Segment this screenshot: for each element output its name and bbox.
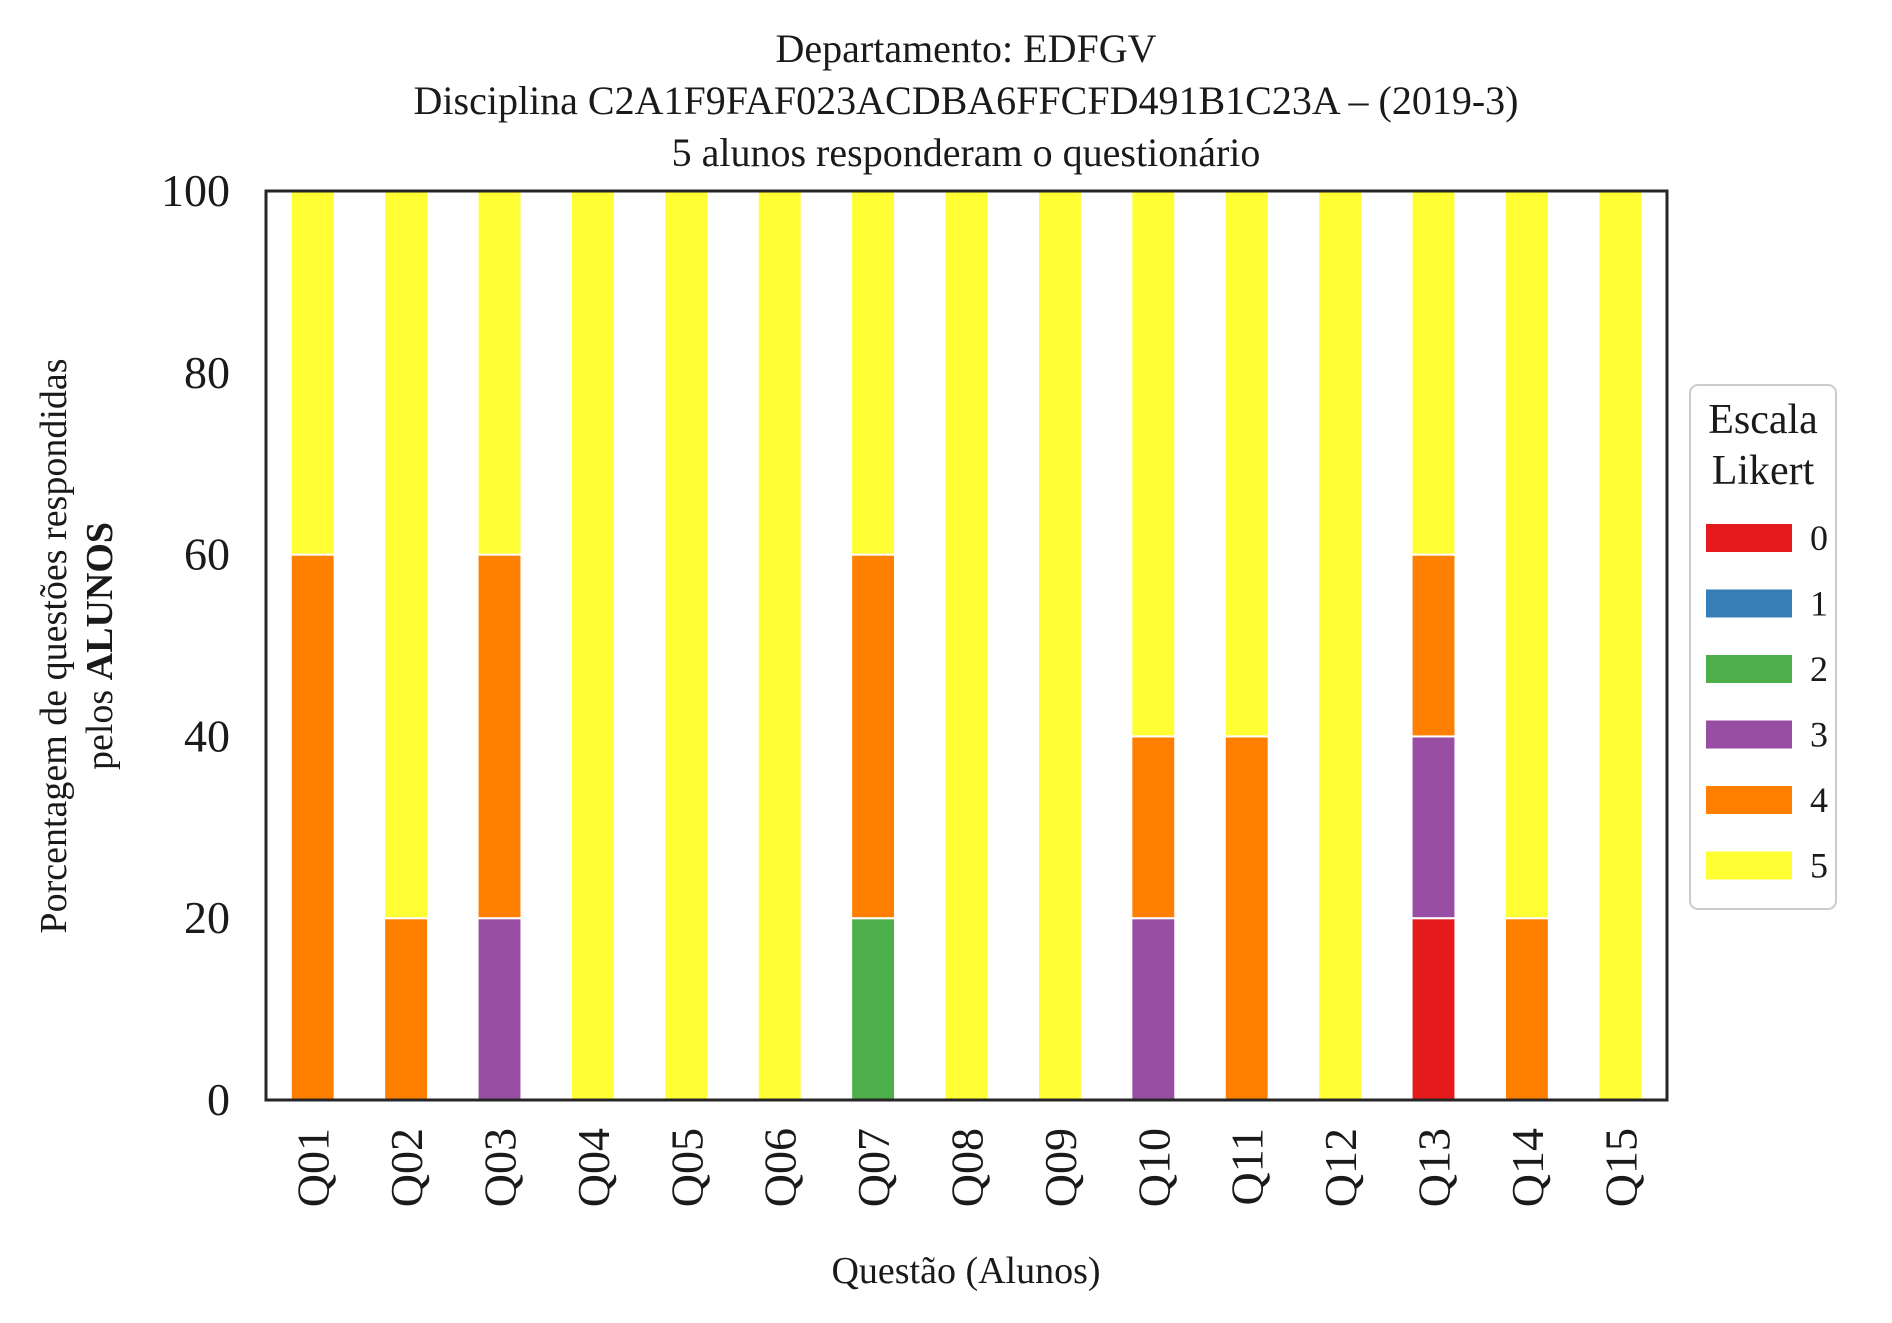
y-tick-label: 80 xyxy=(184,347,230,398)
bar-segment-q11-scale-4 xyxy=(1223,735,1270,1102)
legend-label-3: 3 xyxy=(1810,715,1828,755)
bar-segment-q14-scale-5 xyxy=(1503,190,1550,920)
x-tick-label-q06: Q06 xyxy=(755,1128,806,1207)
bar-segment-q11-scale-5 xyxy=(1223,190,1270,738)
y-axis-label-bold: ALUNOS xyxy=(79,522,121,680)
legend: Escala Likert 0 1 2 3 4 5 xyxy=(1689,384,1837,910)
bar-segment-q13-scale-4 xyxy=(1410,553,1457,738)
y-tick-label: 40 xyxy=(184,710,230,761)
bar-segment-q02-scale-5 xyxy=(383,190,430,920)
x-tick-label-q03: Q03 xyxy=(475,1128,526,1207)
x-tick-label-q07: Q07 xyxy=(848,1128,899,1207)
x-tick-label-q14: Q14 xyxy=(1502,1128,1553,1207)
legend-label-0: 0 xyxy=(1810,518,1828,558)
x-tick-label-q12: Q12 xyxy=(1315,1128,1366,1207)
x-tick-label-q01: Q01 xyxy=(288,1128,339,1207)
bar-segment-q10-scale-5 xyxy=(1130,190,1177,738)
bar-segment-q13-scale-3 xyxy=(1410,735,1457,920)
y-tick-label: 20 xyxy=(184,892,230,943)
bar-segment-q03-scale-5 xyxy=(476,190,523,556)
bar-segment-q02-scale-4 xyxy=(383,917,430,1102)
bars-group xyxy=(289,190,1644,1102)
legend-swatch-0 xyxy=(1706,524,1792,552)
bar-segment-q09-scale-5 xyxy=(1036,190,1083,1101)
x-tick-label-q05: Q05 xyxy=(661,1128,712,1207)
chart-title-line-3: 5 alunos responderam o questionário xyxy=(672,130,1261,175)
bar-segment-q15-scale-5 xyxy=(1597,190,1644,1101)
legend-swatch-2 xyxy=(1706,655,1792,683)
x-tick-label-q15: Q15 xyxy=(1595,1128,1646,1207)
legend-swatch-1 xyxy=(1706,589,1792,618)
legend-title-line-2: Likert xyxy=(1712,448,1815,494)
legend-swatch-4 xyxy=(1706,786,1792,814)
x-ticks-group: Q01 Q02 Q03 Q04 Q05 Q06 Q07 Q08 Q09 Q10 Q11 Q12 Q13 Q… xyxy=(288,1128,1647,1207)
legend-swatch-3 xyxy=(1706,720,1792,749)
x-tick-label-q09: Q09 xyxy=(1035,1128,1086,1207)
legend-label-4: 4 xyxy=(1810,780,1828,820)
legend-items: 0 1 2 3 4 5 xyxy=(1706,518,1828,886)
bar-segment-q01-scale-5 xyxy=(289,190,336,556)
legend-box xyxy=(1689,384,1837,910)
legend-swatch-5 xyxy=(1706,851,1792,880)
bar-segment-q10-scale-3 xyxy=(1130,917,1177,1102)
bar-segment-q14-scale-4 xyxy=(1503,917,1550,1102)
legend-title-line-1: Escala xyxy=(1708,397,1818,443)
bar-segment-q07-scale-5 xyxy=(850,190,897,556)
bar-segment-q13-scale-0 xyxy=(1410,917,1457,1102)
bar-segment-q10-scale-4 xyxy=(1130,735,1177,920)
y-axis-label-line-1: Porcentagem de questões respondidas xyxy=(33,358,75,933)
y-axis-label: Porcentagem de questões respondidas pelo… xyxy=(33,358,121,933)
bar-segment-q01-scale-4 xyxy=(289,553,336,1101)
chart-title-line-2: Disciplina C2A1F9FAF023ACDBA6FFCFD491B1C… xyxy=(414,78,1519,123)
bar-segment-q06-scale-5 xyxy=(756,190,803,1101)
x-tick-label-q02: Q02 xyxy=(381,1128,432,1207)
plot-frame xyxy=(264,189,1669,1102)
legend-label-2: 2 xyxy=(1810,649,1828,689)
x-tick-label-q13: Q13 xyxy=(1409,1128,1460,1207)
bar-segment-q03-scale-4 xyxy=(476,553,523,920)
x-tick-label-q08: Q08 xyxy=(942,1128,993,1207)
y-ticks-group: 0 20 40 60 80 100 xyxy=(161,165,230,1125)
x-tick-label-q11: Q11 xyxy=(1222,1128,1273,1206)
bar-segment-q07-scale-4 xyxy=(850,553,897,920)
x-tick-label-q10: Q10 xyxy=(1128,1128,1179,1207)
y-tick-label: 100 xyxy=(161,165,230,216)
bar-segment-q03-scale-3 xyxy=(476,917,523,1102)
bar-segment-q07-scale-2 xyxy=(850,917,897,1102)
bar-segment-q05-scale-5 xyxy=(663,190,710,1101)
bar-segment-q13-scale-5 xyxy=(1410,190,1457,556)
legend-label-5: 5 xyxy=(1810,846,1828,886)
bar-segment-q08-scale-5 xyxy=(943,190,990,1101)
x-axis-label: Questão (Alunos) xyxy=(831,1250,1100,1292)
y-tick-label: 0 xyxy=(207,1074,230,1125)
y-axis-label-line-2: pelos ALUNOS xyxy=(79,522,121,770)
y-tick-label: 60 xyxy=(184,529,230,580)
bar-segment-q12-scale-5 xyxy=(1317,190,1364,1101)
chart-title-line-1: Departamento: EDFGV xyxy=(775,26,1156,71)
y-axis-label-prefix: pelos xyxy=(79,680,121,770)
legend-label-1: 1 xyxy=(1810,584,1828,624)
x-tick-label-q04: Q04 xyxy=(568,1128,619,1207)
bar-segment-q04-scale-5 xyxy=(569,190,616,1101)
